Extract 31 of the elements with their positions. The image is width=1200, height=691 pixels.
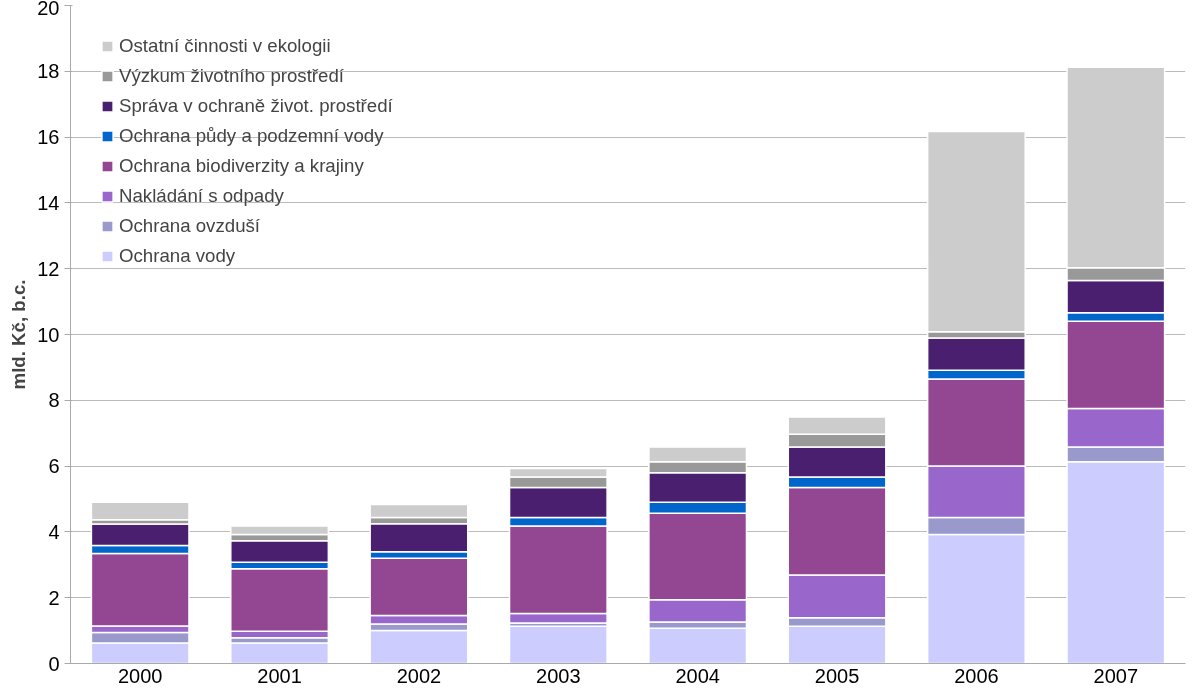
legend-label: Výzkum životního prostředí (119, 65, 345, 87)
y-tick-label: 12 (37, 257, 60, 280)
y-tick-label: 4 (48, 520, 60, 543)
bar (90, 501, 190, 521)
legend-label: Ochrana ovzduší (119, 215, 261, 237)
x-tick-label: 2005 (814, 664, 860, 687)
bar (230, 642, 330, 664)
x-tick-label: 2003 (536, 664, 581, 687)
y-tick-label: 8 (48, 389, 60, 412)
x-tick-label: 2004 (675, 664, 720, 687)
legend-label: Ostatní činnosti v ekologii (119, 35, 331, 57)
x-tick-label: 2000 (117, 664, 163, 687)
legend-label: Správa v ochraně život. prostředí (119, 95, 393, 117)
y-tick-label: 16 (37, 126, 60, 149)
bar (508, 625, 608, 664)
legend-label: Ochrana půdy a podzemní vody (119, 125, 384, 147)
y-tick-label: 0 (48, 652, 60, 675)
y-axis-title: mld. Kč, b.c. (8, 279, 30, 390)
x-tick-label: 2007 (1093, 664, 1139, 687)
y-tick-label: 10 (37, 323, 60, 346)
x-tick-label: 2002 (396, 664, 442, 687)
legend-label: Ochrana vody (119, 245, 236, 267)
legend-label: Ochrana biodiverzity a krajiny (119, 155, 364, 177)
y-tick-label: 2 (48, 586, 60, 609)
y-tick-label: 20 (37, 0, 60, 19)
x-tick-label: 2006 (954, 664, 999, 687)
legend-label: Nakládání s odpady (119, 185, 284, 207)
y-tick-label: 18 (37, 60, 60, 83)
x-tick-label: 2001 (257, 664, 302, 687)
y-tick-label: 14 (37, 191, 60, 214)
y-tick-label: 6 (48, 455, 60, 478)
